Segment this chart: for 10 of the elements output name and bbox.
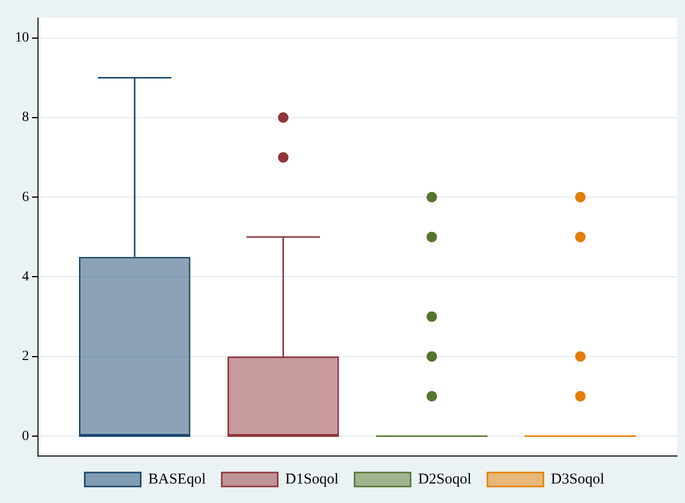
- legend-label: BASEqol: [148, 471, 206, 488]
- legend-label: D3Soqol: [550, 471, 604, 488]
- y-tick-label: 8: [22, 110, 29, 126]
- y-tick-label: 0: [22, 428, 29, 444]
- y-tick-label: 6: [22, 190, 29, 205]
- y-tick-label: 4: [22, 269, 29, 284]
- legend-label: D2Soqol: [418, 471, 472, 488]
- y-tick-label: 10: [15, 30, 29, 46]
- y-tick-label: 2: [22, 349, 29, 364]
- legend-label: D1Soqol: [285, 471, 339, 488]
